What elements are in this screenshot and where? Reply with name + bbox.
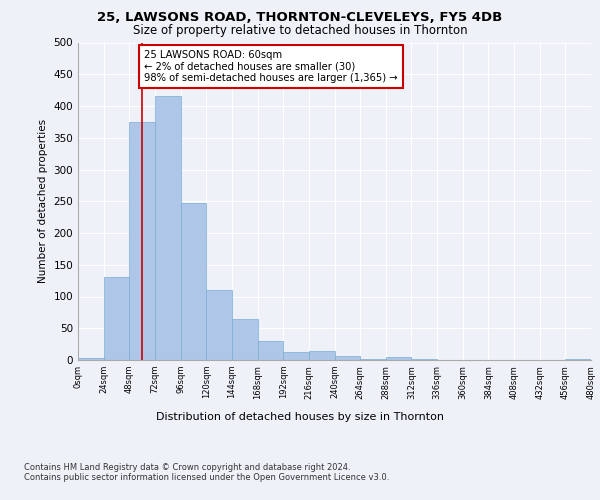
Text: Distribution of detached houses by size in Thornton: Distribution of detached houses by size … <box>156 412 444 422</box>
Bar <box>257 341 283 360</box>
Bar <box>283 352 309 360</box>
Bar <box>181 203 206 360</box>
Text: 25 LAWSONS ROAD: 60sqm
← 2% of detached houses are smaller (30)
98% of semi-deta: 25 LAWSONS ROAD: 60sqm ← 2% of detached … <box>144 50 398 84</box>
Text: Size of property relative to detached houses in Thornton: Size of property relative to detached ho… <box>133 24 467 37</box>
Bar <box>386 358 412 360</box>
Bar <box>335 356 360 360</box>
Text: Contains HM Land Registry data © Crown copyright and database right 2024.
Contai: Contains HM Land Registry data © Crown c… <box>24 462 389 482</box>
Bar <box>130 122 155 360</box>
Bar <box>309 351 335 360</box>
Y-axis label: Number of detached properties: Number of detached properties <box>38 119 48 284</box>
Bar <box>232 318 257 360</box>
Bar <box>104 278 130 360</box>
Bar <box>206 290 232 360</box>
Bar <box>78 358 104 360</box>
Text: 25, LAWSONS ROAD, THORNTON-CLEVELEYS, FY5 4DB: 25, LAWSONS ROAD, THORNTON-CLEVELEYS, FY… <box>97 11 503 24</box>
Bar <box>155 96 181 360</box>
